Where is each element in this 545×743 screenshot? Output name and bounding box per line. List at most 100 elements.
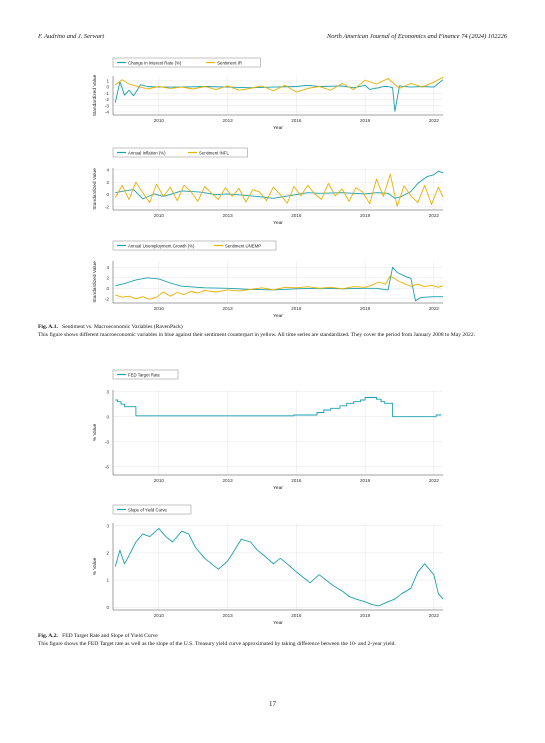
x-tick-label: 2022 bbox=[429, 306, 440, 311]
x-tick-label: 2013 bbox=[222, 306, 233, 311]
y-tick-label: -2 bbox=[105, 205, 110, 210]
y-tick-label: 2 bbox=[106, 180, 109, 185]
x-tick-label: 2016 bbox=[291, 306, 302, 311]
y-tick-label: 4 bbox=[106, 167, 109, 172]
x-tick-label: 2022 bbox=[429, 478, 440, 483]
x-axis-label: Year bbox=[273, 485, 283, 491]
caption-label: Fig. A.1. bbox=[38, 324, 58, 330]
caption-title: Sentiment vs. Macroeconomic Variables (R… bbox=[62, 324, 183, 330]
x-tick-label: 2010 bbox=[154, 213, 165, 218]
x-tick-label: 2013 bbox=[222, 213, 233, 218]
x-tick-label: 2010 bbox=[154, 478, 165, 483]
y-tick-label: -1 bbox=[105, 91, 110, 96]
y-axis-label: % Value bbox=[92, 423, 98, 441]
x-tick-label: 2019 bbox=[360, 478, 371, 483]
y-tick-label: 1 bbox=[106, 578, 109, 583]
y-axis-label: Standardized Value bbox=[92, 261, 98, 303]
y-tick-label: -6 bbox=[105, 464, 110, 469]
grid bbox=[113, 523, 443, 610]
x-tick-label: 2016 bbox=[291, 118, 302, 123]
x-tick-label: 2019 bbox=[360, 213, 371, 218]
legend-label: Annual Inflation (%) bbox=[128, 150, 166, 155]
y-axis-label: % Value bbox=[92, 557, 98, 575]
x-tick-label: 2022 bbox=[429, 613, 440, 618]
series-line-blue bbox=[114, 79, 444, 112]
legend-label: Change in Interest Rate (%) bbox=[128, 60, 182, 65]
legend-box bbox=[112, 240, 277, 251]
y-tick-label: 0 bbox=[106, 414, 109, 419]
legend: Annual Unemployment Growth (%) Sentiment … bbox=[112, 240, 277, 251]
grid bbox=[113, 261, 443, 303]
legend-label: Annual Unemployment Growth (%) bbox=[128, 243, 195, 248]
x-tick-label: 2010 bbox=[154, 118, 165, 123]
y-tick-label: -3 bbox=[105, 439, 110, 444]
series-line-yellow bbox=[115, 275, 444, 300]
y-tick-label: 3 bbox=[106, 389, 109, 394]
legend-label: Sentiment IR bbox=[217, 60, 242, 65]
y-tick-label: 3 bbox=[106, 523, 109, 528]
x-tick-label: 2010 bbox=[154, 613, 165, 618]
y-tick-label: 1 bbox=[106, 79, 109, 84]
legend-box bbox=[112, 147, 248, 158]
y-tick-label: 0 bbox=[106, 605, 109, 610]
legend: Annual Inflation (%) Sentiment INFL bbox=[112, 147, 248, 158]
running-header-authors: F. Audrino and J. Serwart bbox=[38, 33, 105, 40]
series-line-blue bbox=[115, 397, 442, 418]
x-tick-label: 2022 bbox=[429, 118, 440, 123]
chart-fed-target-rate: FED Target Rate 2010 2013 2016 2019 2022 -6 -3 0… bbox=[92, 369, 443, 491]
caption-title: FED Target Rate and Slope of Yield Curve bbox=[62, 633, 158, 639]
series-line-yellow bbox=[114, 173, 444, 207]
legend-box bbox=[112, 57, 261, 68]
y-axis-label: Standardized Value bbox=[92, 74, 98, 116]
legend-box bbox=[112, 369, 179, 380]
chart-interest-rate-sentiment: Change in Interest Rate (%) Sentiment IR 2… bbox=[92, 57, 444, 131]
x-axis-label: Year bbox=[273, 313, 283, 319]
legend: FED Target Rate bbox=[112, 369, 179, 380]
chart-unemployment-sentiment: Annual Unemployment Growth (%) Sentiment … bbox=[92, 240, 444, 319]
figure-caption-a2: Fig. A.2. FED Target Rate and Slope of Y… bbox=[38, 632, 508, 648]
x-tick-label: 2019 bbox=[360, 306, 371, 311]
y-tick-label: 4 bbox=[106, 265, 109, 270]
x-axis-label: Year bbox=[273, 220, 283, 226]
x-tick-label: 2013 bbox=[222, 118, 233, 123]
legend-box bbox=[112, 504, 192, 515]
x-tick-label: 2022 bbox=[429, 213, 440, 218]
y-tick-label: 0 bbox=[106, 85, 109, 90]
page-number: 17 bbox=[269, 700, 276, 708]
x-tick-label: 2016 bbox=[291, 613, 302, 618]
x-tick-label: 2016 bbox=[291, 213, 302, 218]
y-tick-label: 0 bbox=[106, 192, 109, 197]
x-axis-label: Year bbox=[273, 125, 283, 131]
x-tick-label: 2019 bbox=[360, 118, 371, 123]
legend: Change in Interest Rate (%) Sentiment IR bbox=[112, 57, 261, 68]
series-line-blue bbox=[114, 527, 444, 607]
x-tick-label: 2016 bbox=[291, 478, 302, 483]
x-tick-label: 2010 bbox=[154, 306, 165, 311]
y-tick-label: 0 bbox=[106, 286, 109, 291]
grid bbox=[113, 390, 443, 475]
y-axis-label: Standardized Value bbox=[92, 168, 98, 210]
y-tick-label: 2 bbox=[106, 275, 109, 280]
legend-label: Sentiment INFL bbox=[199, 150, 229, 155]
legend: Slope of Yield Curve bbox=[112, 504, 192, 515]
running-header-journal: North American Journal of Economics and … bbox=[326, 33, 507, 40]
legend-label: Sentiment UNEMP bbox=[225, 243, 261, 248]
caption-label: Fig. A.2. bbox=[38, 633, 58, 639]
figure-caption-a1: Fig. A.1. Sentiment vs. Macroeconomic Va… bbox=[38, 323, 508, 339]
y-tick-label: -2 bbox=[105, 296, 110, 301]
series-line-blue bbox=[115, 266, 443, 302]
caption-body: This figure shows the FED Target rate as… bbox=[38, 641, 396, 647]
x-tick-label: 2013 bbox=[222, 478, 233, 483]
y-tick-label: -3 bbox=[105, 103, 110, 108]
y-tick-label: -4 bbox=[105, 110, 110, 115]
legend-label: Slope of Yield Curve bbox=[128, 507, 168, 512]
x-tick-label: 2019 bbox=[360, 613, 371, 618]
legend-label: FED Target Rate bbox=[128, 372, 161, 377]
caption-body: This figure shows different macroeconomi… bbox=[38, 332, 476, 338]
series-line-yellow bbox=[115, 76, 444, 93]
y-tick-label: 2 bbox=[106, 551, 109, 556]
x-tick-label: 2013 bbox=[222, 613, 233, 618]
y-tick-label: -2 bbox=[105, 97, 110, 102]
